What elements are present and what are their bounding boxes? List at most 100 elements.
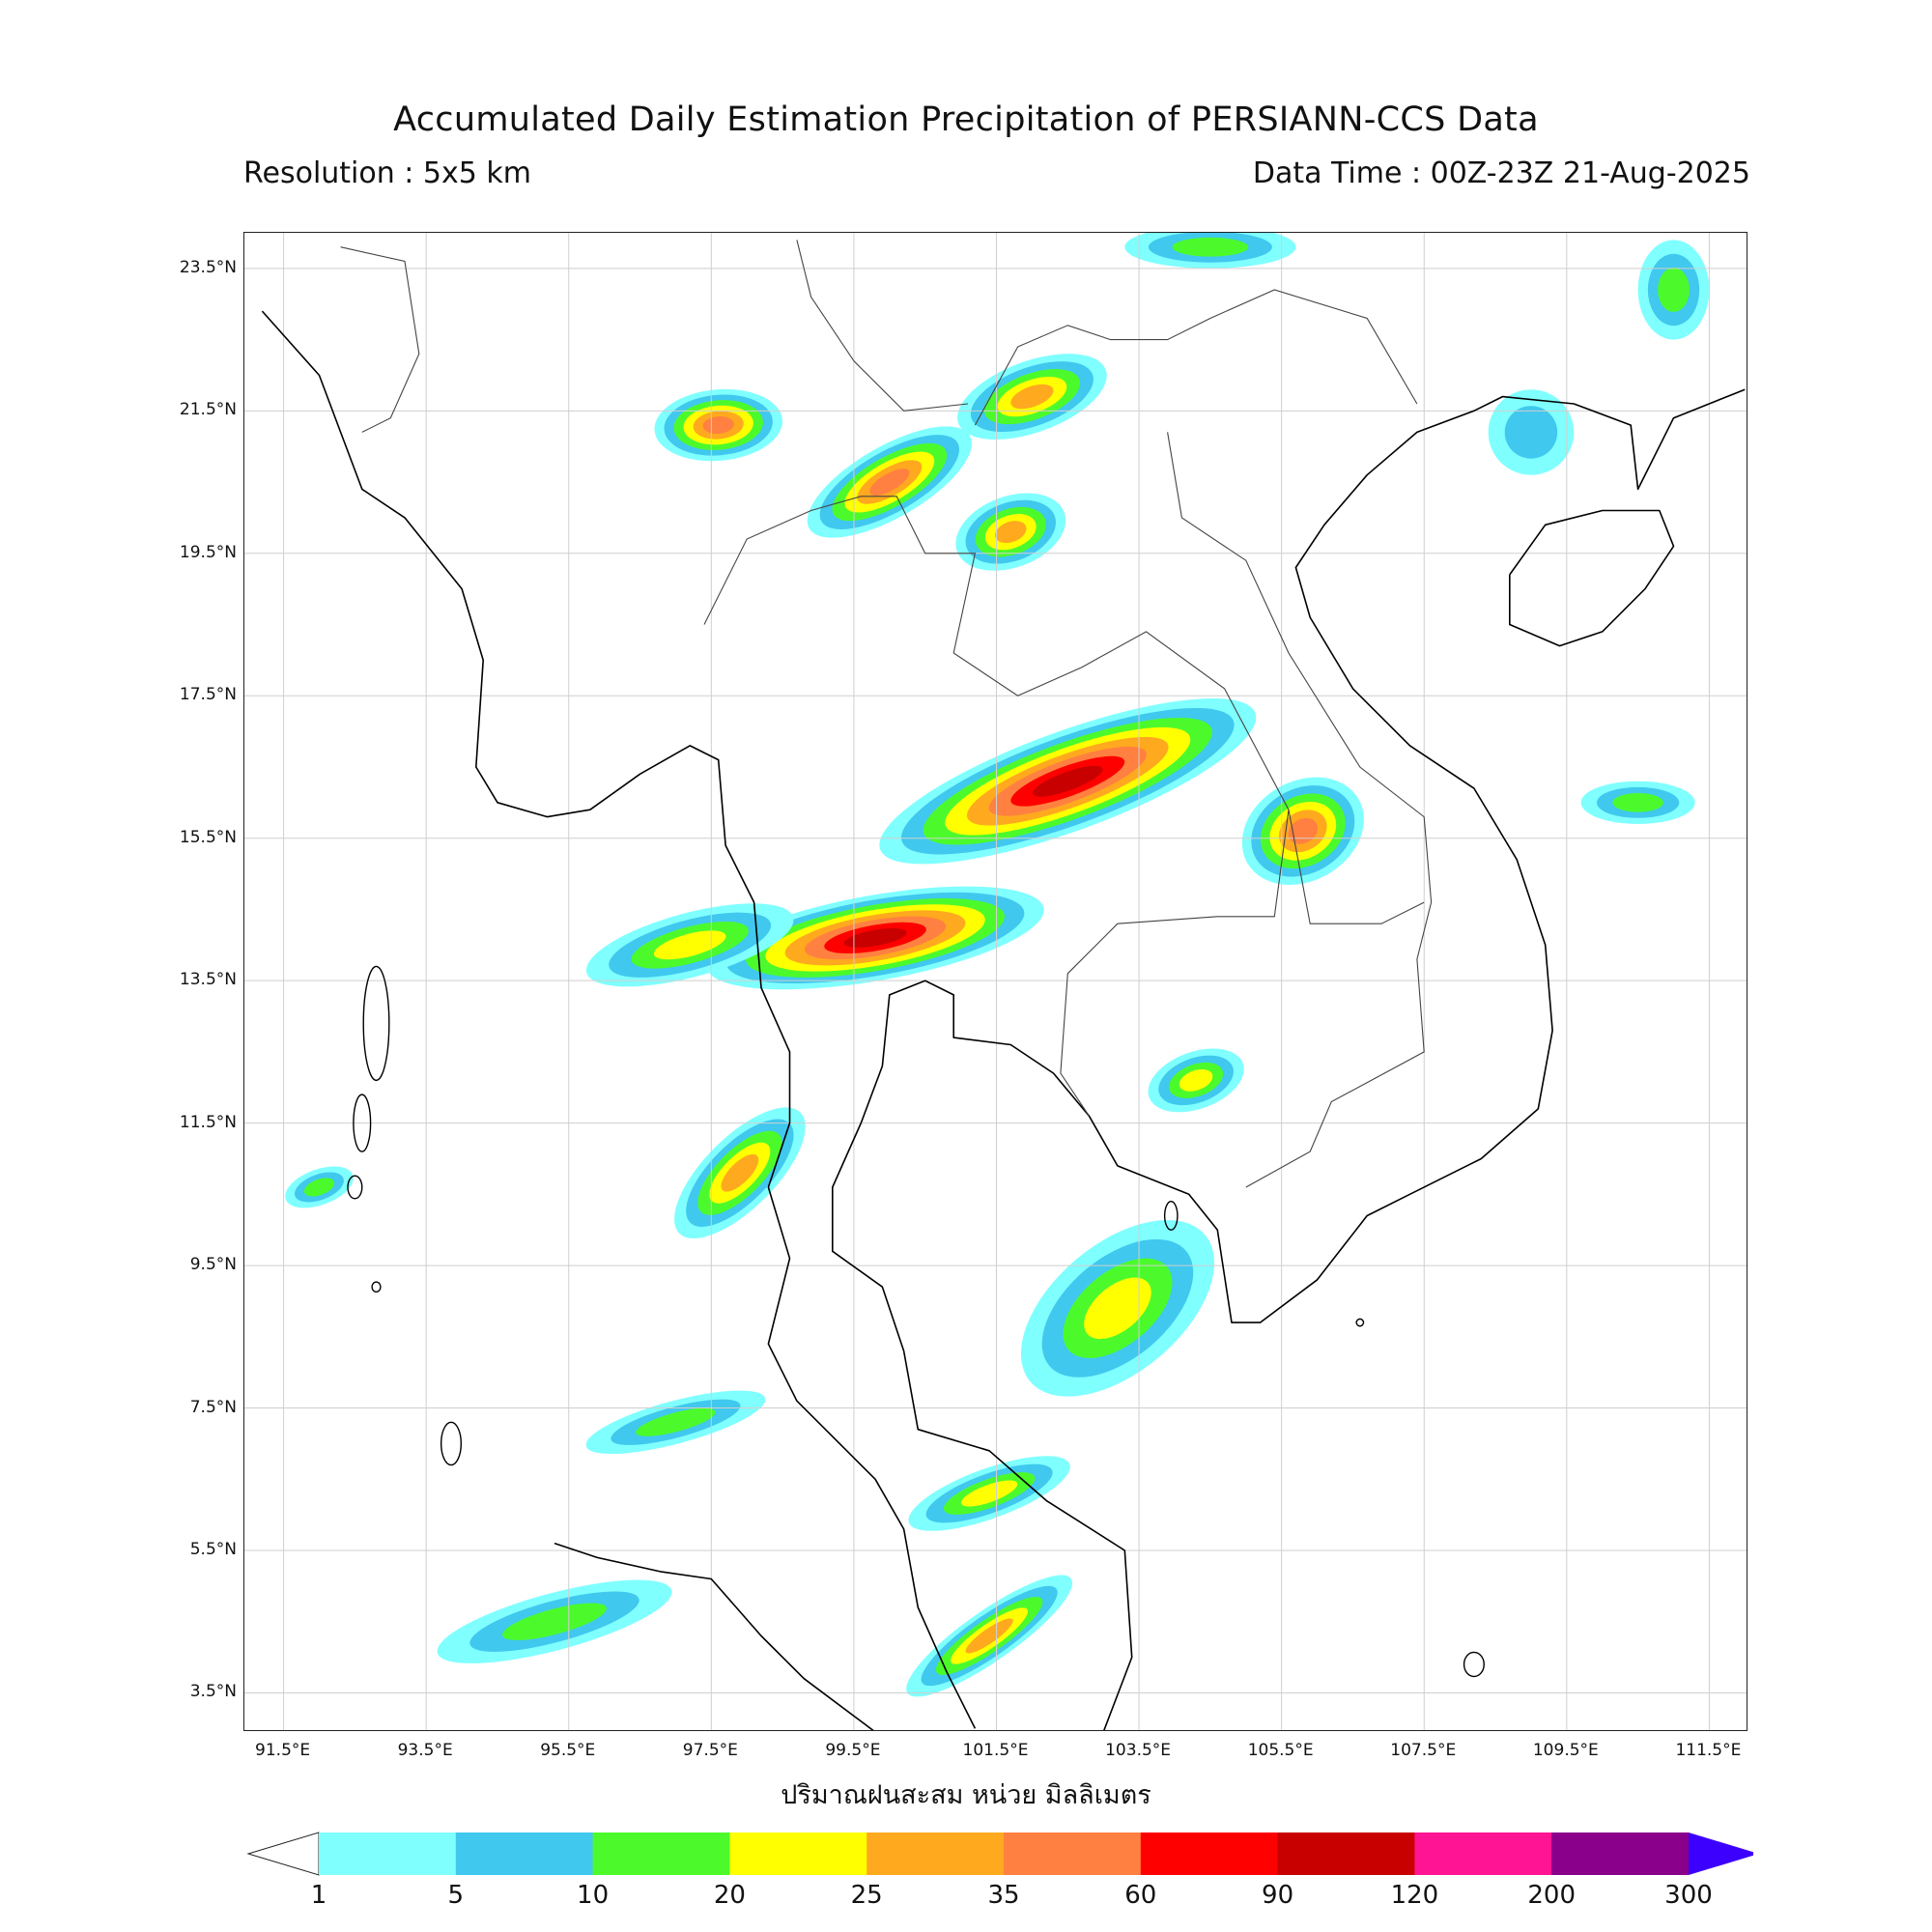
rain-area-south-thailand-a [908,1456,1070,1531]
colorbar-tick-label: 200 [1527,1881,1577,1910]
rain-contour [869,469,910,497]
lon-tick-label: 109.5°E [1532,1741,1599,1760]
colorbar-swatch [1414,1833,1552,1875]
colorbar-swatch [1140,1833,1279,1875]
border-myanmar-india-border [340,246,420,433]
rain-area-bay-bengal-east [285,1166,354,1208]
colorbar-tick-label: 20 [713,1881,746,1910]
lon-tick-label: 93.5°E [397,1741,453,1760]
island-phu-quoc [1163,1201,1179,1231]
rain-contour [995,521,1027,544]
coastlines [261,310,1746,1730]
coastline-gulf-west-coast [831,388,1746,1730]
unit-label: ปริมาณฝนสะสม หน่วย มิลลิเมตร [781,1780,1151,1810]
border-laos-vietnam-inner [1167,432,1433,1188]
colorbar-swatch [455,1833,594,1875]
data-time-label: Data Time : 00Z-23Z 21-Aug-2025 [1252,156,1750,190]
lon-tick-label: 107.5°E [1390,1741,1457,1760]
coastline-sumatra-tip [554,1542,874,1730]
lon-tick-label: 91.5°E [255,1741,311,1760]
rain-area-myanmar-north-a [807,426,972,538]
rain-area-china-top [1124,233,1296,269]
border-myanmar-china-border [796,240,969,412]
map-canvas [244,233,1747,1730]
island-little-andaman [347,1175,363,1200]
rain-contour [1010,384,1054,410]
rain-contour [1658,268,1690,312]
rain-contour [1033,765,1103,797]
border-laos-vietnam-border [974,289,1418,426]
lon-tick-label: 103.5°E [1105,1741,1172,1760]
rain-area-gulf-thailand [1020,1219,1214,1397]
lat-tick-label: 7.5°N [189,1397,237,1417]
colorbar-swatch [1551,1833,1690,1875]
island-con-dao [1355,1318,1365,1327]
rain-area-cambodia-west [1148,1048,1244,1113]
colorbar-swatch [867,1833,1005,1875]
rain-contour [961,1480,1018,1507]
rain-contour [1504,406,1558,459]
rain-contour [1179,1068,1213,1092]
lat-tick-label: 21.5°N [179,400,237,420]
map-title: Accumulated Daily Estimation Precipitati… [393,100,1539,139]
lat-tick-label: 19.5°N [179,542,237,562]
colorbar-under-triangle [246,1832,320,1876]
colorbar-tick-label: 90 [1262,1881,1294,1910]
rain-area-myanmar-north-b [654,388,782,462]
rain-contour [702,416,734,435]
rain-area-myanmar-south-coast [674,1107,806,1239]
island-natuna [1463,1651,1485,1678]
lon-tick-label: 99.5°E [825,1741,881,1760]
island-andaman-north [362,965,390,1082]
rain-area-laos-south [1241,777,1364,886]
lat-tick-label: 15.5°N [179,827,237,847]
coastline-indochina-coast [261,310,977,1729]
rain-area-sea-south-west [437,1579,672,1663]
rain-area-andaman-south [585,1390,766,1455]
rain-contour [1288,817,1319,844]
colorbar-swatch [592,1833,730,1875]
colorbar-swatch [1004,1833,1142,1875]
gridlines [244,233,1747,1730]
lat-tick-label: 17.5°N [179,685,237,705]
colorbar-tick-label: 35 [987,1881,1020,1910]
colorbar-swatch [319,1833,457,1875]
island-great-nicobar [440,1421,463,1466]
lat-tick-label: 23.5°N [179,257,237,277]
rain-contour [1084,1277,1151,1340]
lat-tick-label: 9.5°N [189,1255,237,1275]
colorbar-tick-label: 120 [1390,1881,1439,1910]
rain-contour [1612,793,1663,812]
colorbar-tick-label: 1 [310,1881,327,1910]
border-cambodia-laos-border [1288,810,1425,924]
rain-contour [303,1178,335,1197]
rain-area-andaman-west [585,903,794,987]
rain-contour [965,1618,1013,1654]
coastline-hainan [1509,509,1675,647]
colorbar-tick-label: 5 [447,1881,465,1910]
rain-contour [843,927,907,948]
rain-contour [636,1407,716,1436]
border-thailand-outline [703,496,1290,1117]
colorbar-tick-label: 60 [1124,1881,1157,1910]
lon-tick-label: 97.5°E [682,1741,738,1760]
colorbar-swatch [729,1833,867,1875]
rain-contour [1172,237,1249,257]
lon-tick-label: 105.5°E [1247,1741,1314,1760]
resolution-label: Resolution : 5x5 km [243,156,531,190]
rain-area-malaysia-east-coast [906,1575,1073,1697]
rain-contour [502,1603,607,1640]
colorbar-tick-label: 300 [1664,1881,1713,1910]
rain-contour [653,930,726,960]
lon-tick-label: 95.5°E [540,1741,596,1760]
colorbar-swatch [1277,1833,1415,1875]
country-borders [340,240,1433,1188]
lat-tick-label: 5.5°N [189,1539,237,1559]
lat-tick-label: 3.5°N [189,1682,237,1702]
rain-area-hainan-east [1580,781,1695,824]
rain-layer [285,233,1710,1697]
colorbar-over-triangle [1689,1833,1753,1875]
rain-area-china-northeast [1637,240,1710,340]
precipitation-map [243,232,1747,1731]
lon-tick-label: 101.5°E [962,1741,1029,1760]
